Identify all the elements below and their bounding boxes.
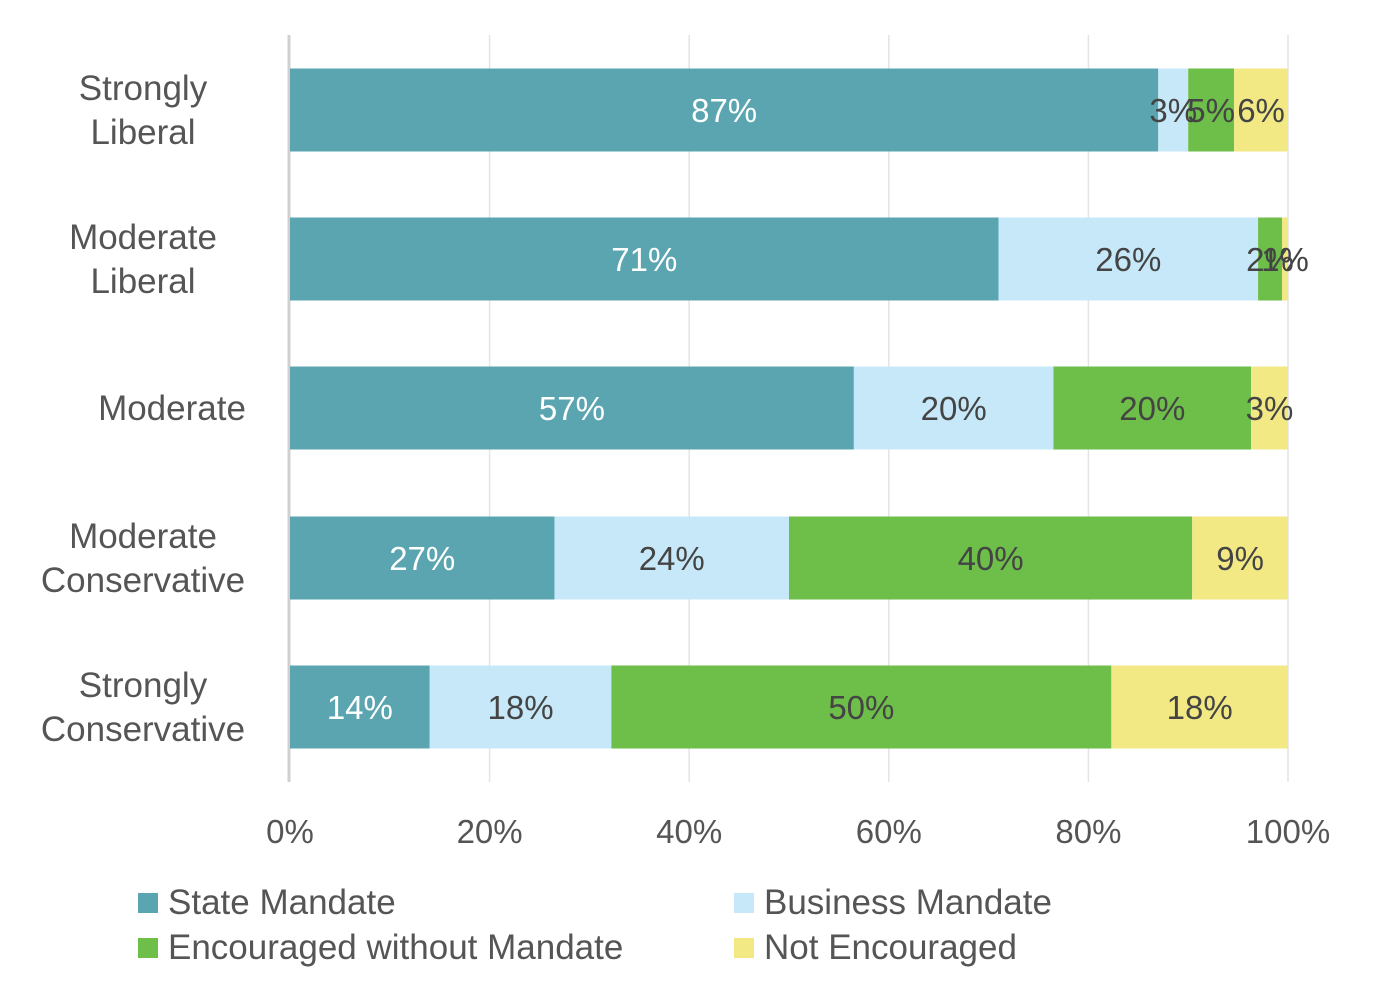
bar-segment xyxy=(998,217,1259,301)
bar-segment xyxy=(429,665,612,749)
category-label: Strongly Liberal xyxy=(79,69,208,152)
category-label: Moderate Liberal xyxy=(69,218,217,301)
category-label: Moderate Conservative xyxy=(41,517,245,600)
x-tick-label: 40% xyxy=(656,813,722,850)
legend-label: Not Encouraged xyxy=(764,928,1017,967)
bar-segment xyxy=(554,516,789,600)
data-label: 24% xyxy=(639,540,705,577)
bar-segment xyxy=(1258,217,1283,301)
legend-label: State Mandate xyxy=(168,883,396,922)
bar-segment xyxy=(290,68,1159,152)
bar-segment xyxy=(853,366,1054,450)
bar-segment xyxy=(1111,665,1288,749)
legend-item: Business Mandate xyxy=(734,880,1052,926)
data-label: 26% xyxy=(1095,241,1161,278)
data-label: 6% xyxy=(1237,92,1285,129)
bar-segment xyxy=(290,516,555,600)
bar-segment xyxy=(1234,68,1288,152)
data-label: 57% xyxy=(539,390,605,427)
data-label: 14% xyxy=(327,689,393,726)
bar-segment xyxy=(1053,366,1252,450)
x-tick-label: 60% xyxy=(856,813,922,850)
data-label: 40% xyxy=(958,540,1024,577)
bar-segment xyxy=(1188,68,1235,152)
legend-swatch xyxy=(734,938,754,958)
bar-segment xyxy=(290,366,854,450)
bar-segment xyxy=(611,665,1112,749)
data-label: 71% xyxy=(611,241,677,278)
legend: State Mandate Business Mandate Encouraged … xyxy=(138,880,1238,980)
category-labels: Strongly Liberal Moderate Liberal Moderate Mo… xyxy=(41,69,246,749)
bar-segment xyxy=(1158,68,1189,152)
data-label: 18% xyxy=(1167,689,1233,726)
data-label: 1% xyxy=(1261,241,1309,278)
bar-segment xyxy=(290,665,430,749)
data-label: 27% xyxy=(389,540,455,577)
data-label: 18% xyxy=(488,689,554,726)
x-tick-label: 20% xyxy=(457,813,523,850)
data-label: 50% xyxy=(828,689,894,726)
data-label: 9% xyxy=(1216,540,1264,577)
data-label: 20% xyxy=(1119,390,1185,427)
data-label: 3% xyxy=(1246,390,1294,427)
x-tick-labels: 0% 20% 40% 60% 80% 100% xyxy=(266,813,1330,850)
legend-item: Not Encouraged xyxy=(734,925,1017,971)
x-tick-label: 100% xyxy=(1246,813,1330,850)
chart: 87% 3%5% 6%71% 26% 2%1%57% 20% 20% 3%27% 24% 40% 9… xyxy=(41,35,1330,850)
x-tick-label: 80% xyxy=(1055,813,1121,850)
bar-segment xyxy=(290,217,999,301)
bars: 87% 3%5% 6%71% 26% 2%1%57% 20% 20% 3%27% 24% 40% 9… xyxy=(290,68,1309,749)
legend-label: Business Mandate xyxy=(764,883,1052,922)
data-label: 5% xyxy=(1187,92,1235,129)
legend-item: Encouraged without Mandate xyxy=(138,925,623,971)
legend-label: Encouraged without Mandate xyxy=(168,928,624,967)
x-tick-label: 0% xyxy=(266,813,314,850)
data-label: 20% xyxy=(921,390,987,427)
legend-swatch xyxy=(734,893,754,913)
data-label: 3% xyxy=(1149,92,1197,129)
data-label: 87% xyxy=(691,92,757,129)
data-label: 2% xyxy=(1246,241,1294,278)
category-label: Strongly Conservative xyxy=(41,666,245,749)
legend-item: State Mandate xyxy=(138,880,396,926)
legend-swatch xyxy=(138,893,158,913)
bar-segment xyxy=(1192,516,1288,600)
legend-swatch xyxy=(138,938,158,958)
bar-segment xyxy=(1282,217,1288,301)
bar-segment xyxy=(1251,366,1288,450)
category-label: Moderate xyxy=(98,389,246,428)
bar-segment xyxy=(789,516,1193,600)
